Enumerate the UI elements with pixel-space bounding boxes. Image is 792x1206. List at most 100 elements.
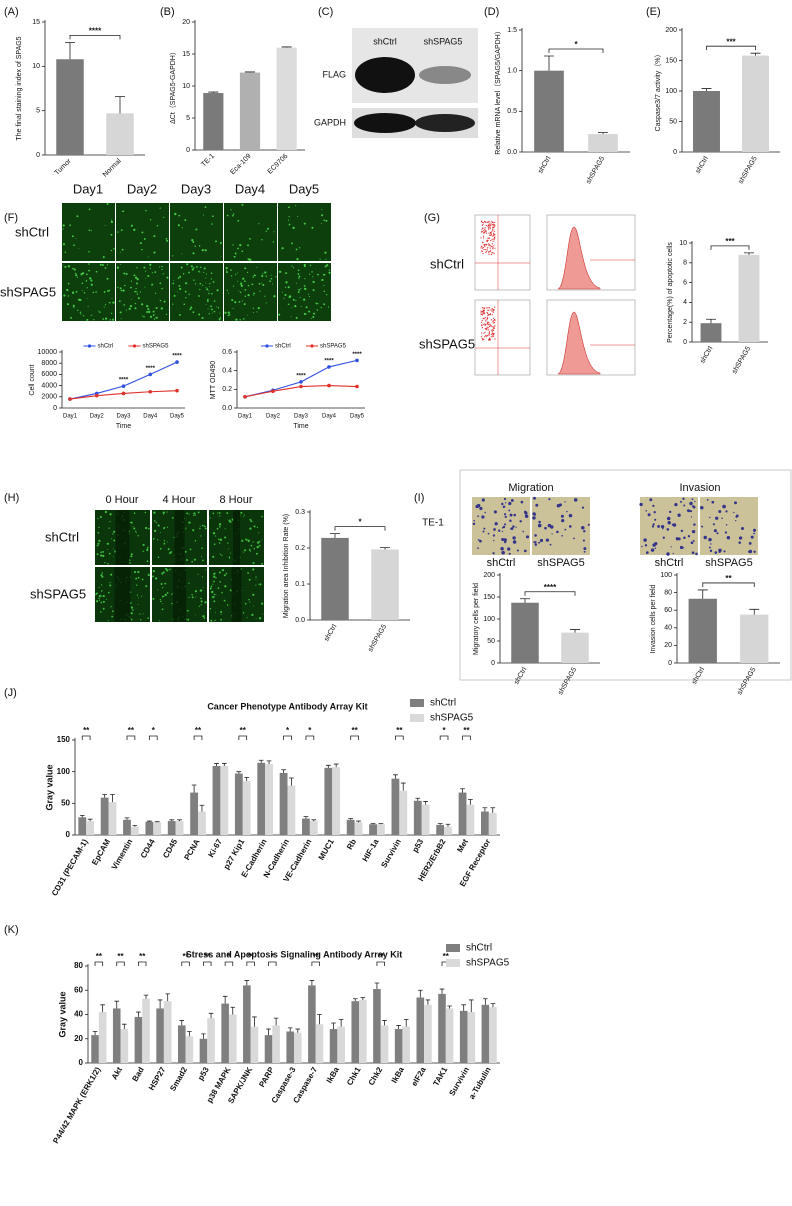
flow-event [484, 221, 486, 223]
micrograph-cell [534, 534, 537, 537]
micrograph-cell [165, 567, 167, 570]
y-tick-label: 100 [57, 767, 71, 776]
y-tick-label: 0.6 [222, 349, 232, 356]
micrograph-cell [317, 303, 319, 305]
micrograph-cell [192, 529, 195, 532]
micrograph-cell [191, 560, 194, 563]
micrograph-cell [525, 535, 530, 539]
error-bar [187, 1031, 192, 1037]
micrograph-cell [653, 511, 656, 514]
micrograph-cell [319, 258, 321, 260]
flow-event [488, 253, 490, 255]
y-tick-label: 100 [483, 616, 495, 623]
x-tick-label: shSPAG5 [738, 155, 759, 185]
error-bar [252, 1016, 257, 1027]
micrograph-cell [243, 551, 245, 553]
micrograph-cell [311, 271, 313, 273]
micrograph-cell [683, 536, 686, 540]
y-axis-label: Caspase3/7 activity（%） [654, 51, 662, 132]
micrograph-cell [203, 267, 206, 270]
micrograph-cell [108, 301, 111, 304]
y-tick-label: 100 [665, 88, 677, 95]
micrograph-cell [303, 312, 306, 315]
micrograph-cell [643, 538, 647, 542]
flow-event [481, 224, 483, 226]
bar [153, 822, 162, 835]
flow-event [492, 226, 494, 228]
micrograph-cell [87, 297, 89, 299]
y-tick-label: 200 [483, 572, 495, 579]
flow-event [490, 232, 492, 234]
micrograph-cell [253, 292, 256, 295]
micrograph-cell [86, 318, 89, 321]
micrograph-cell [292, 226, 295, 230]
micrograph-cell [188, 582, 190, 584]
error-bar [461, 1004, 466, 1011]
micrograph-cell [251, 283, 254, 286]
micrograph-cell [229, 589, 232, 592]
error-bar [222, 995, 228, 1004]
micrograph-cell [322, 274, 324, 276]
micrograph-cell [233, 255, 236, 258]
error-bar [352, 998, 358, 1002]
micrograph-cell [690, 541, 694, 545]
micrograph-cell [303, 263, 306, 267]
y-tick-label: 15 [182, 51, 190, 58]
micrograph-cell [650, 548, 655, 552]
micrograph-cell [99, 311, 101, 313]
y-tick-label: 6 [683, 279, 687, 286]
micrograph-cell [211, 223, 213, 225]
significance-bracket [350, 735, 359, 740]
micrograph-cell [298, 275, 301, 278]
legend-label: shSPAG5 [143, 344, 170, 350]
micrograph-cell [99, 263, 102, 266]
x-tick-label: shCtrl [513, 666, 528, 686]
micrograph-cell [691, 498, 694, 501]
flow-event [491, 220, 493, 222]
micrograph-cell [251, 613, 254, 617]
micrograph-cell [548, 498, 551, 501]
bar [324, 767, 333, 835]
flow-event [482, 310, 484, 313]
y-tick-label: 0 [673, 149, 677, 156]
error-bar [191, 784, 197, 793]
error-bar [165, 993, 170, 1002]
micrograph-cell [98, 597, 100, 600]
micrograph-cell [581, 506, 585, 509]
micrograph-cell [292, 298, 295, 301]
micrograph-cell [73, 306, 75, 308]
micrograph-cell [479, 539, 482, 543]
y-axis-label: ΔCt（SPAG5-GAPDH） [169, 48, 177, 124]
micrograph-cell [201, 556, 203, 558]
micrograph-cell [148, 310, 151, 314]
error-bar [423, 801, 428, 805]
micrograph-cell [185, 282, 188, 285]
flow-event [492, 320, 494, 323]
micrograph-cell [134, 290, 137, 293]
flow-event [491, 238, 493, 241]
micrograph [640, 497, 698, 555]
micrograph-cell [158, 620, 160, 622]
micrograph-cell [220, 610, 223, 614]
flow-event [492, 224, 494, 226]
micrograph-cell [281, 247, 284, 250]
error-bar [221, 763, 227, 766]
micrograph-cell [285, 272, 288, 275]
micrograph-cell [244, 289, 247, 291]
micrograph-cell [247, 293, 250, 297]
micrograph-cell [501, 530, 504, 533]
bar [588, 134, 618, 152]
micrograph-cell [261, 539, 263, 541]
micrograph-cell [104, 304, 107, 306]
flow-event [480, 313, 482, 315]
flow-event [481, 319, 483, 322]
y-tick-label: 5 [36, 108, 40, 115]
flow-event [493, 309, 495, 311]
legend-marker [310, 344, 314, 348]
micrograph-cell [110, 249, 113, 252]
micrograph-cell [81, 289, 83, 291]
micrograph [170, 263, 223, 321]
flow-event [481, 313, 483, 315]
bar [321, 537, 349, 620]
micrograph-cell [110, 573, 113, 576]
